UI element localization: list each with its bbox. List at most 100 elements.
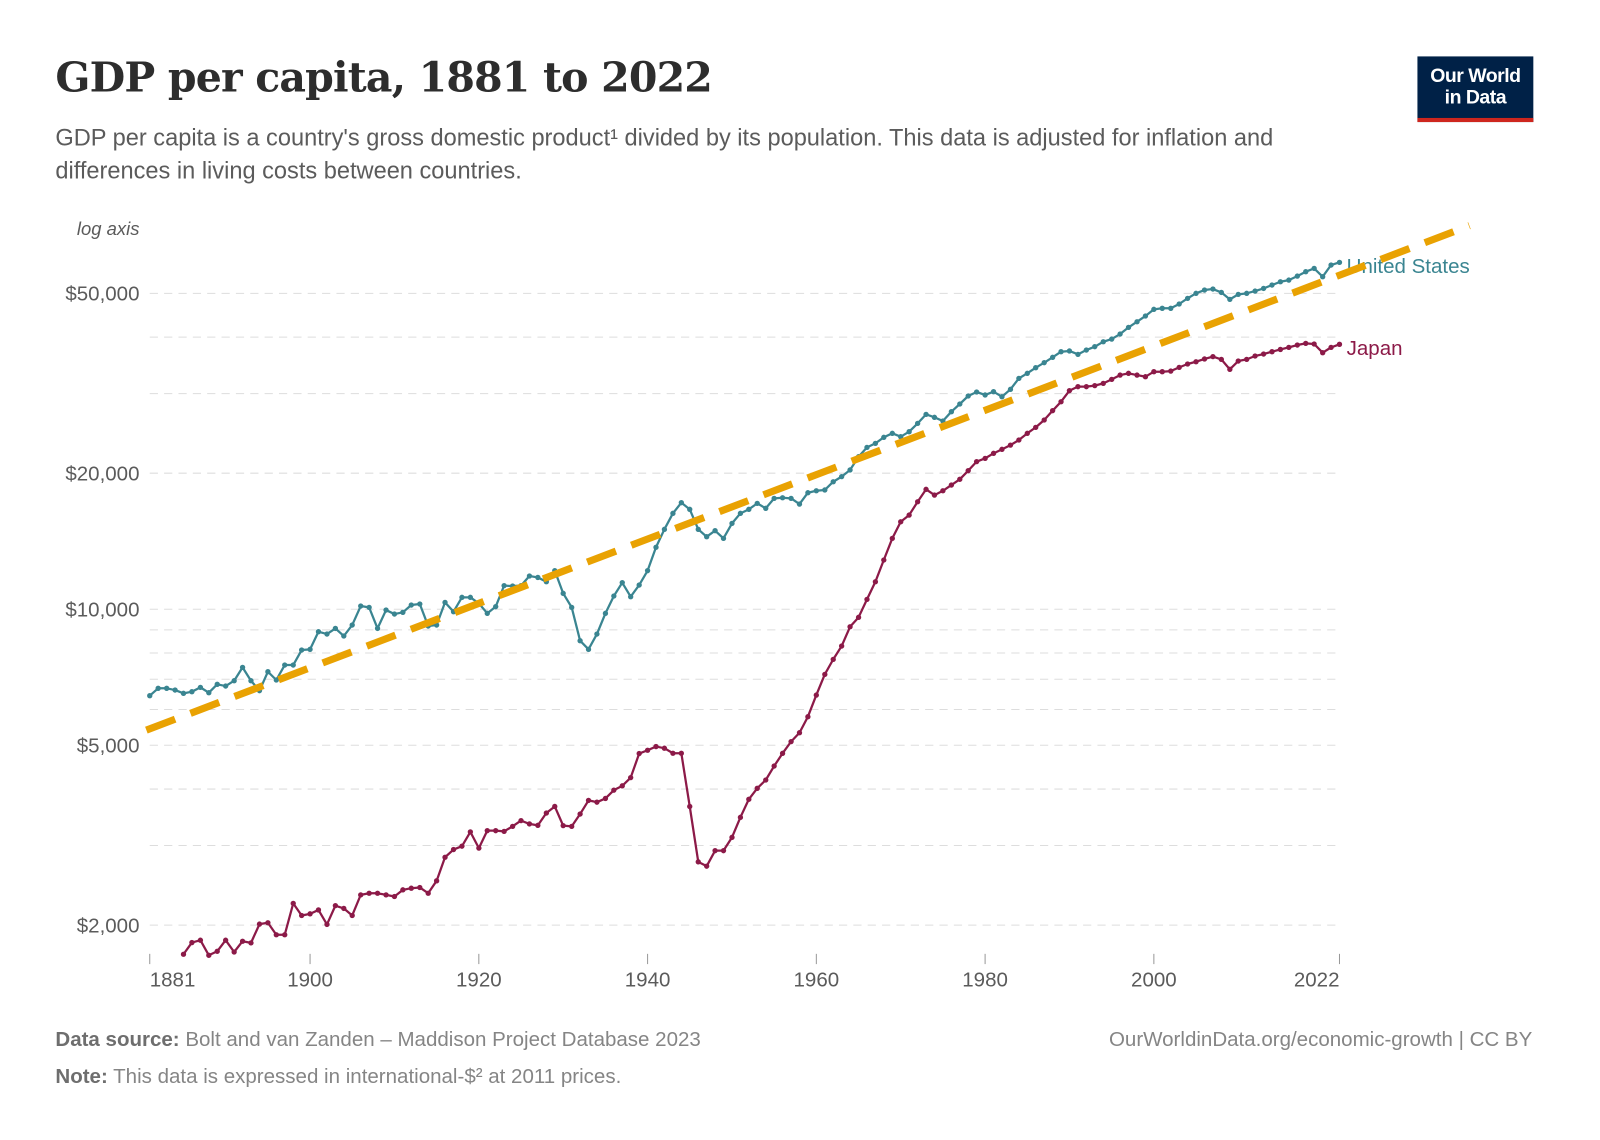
data-point[interactable] (341, 905, 347, 912)
data-point[interactable] (433, 878, 440, 884)
data-point[interactable] (206, 952, 212, 958)
data-point[interactable] (408, 885, 414, 891)
data-point[interactable] (282, 932, 288, 938)
data-point[interactable] (484, 827, 490, 834)
data-point[interactable] (1210, 353, 1216, 360)
data-point[interactable] (349, 912, 355, 919)
data-point[interactable] (1151, 369, 1157, 375)
data-point[interactable] (1016, 437, 1022, 443)
data-point[interactable] (872, 440, 879, 447)
data-point[interactable] (965, 393, 971, 399)
data-point[interactable] (1041, 417, 1047, 423)
data-point[interactable] (611, 593, 617, 599)
data-point[interactable] (973, 389, 980, 395)
data-point[interactable] (965, 467, 971, 474)
data-point[interactable] (737, 510, 744, 516)
data-point[interactable] (1007, 442, 1014, 448)
data-point[interactable] (813, 692, 819, 698)
data-point[interactable] (771, 495, 777, 502)
data-point[interactable] (1117, 372, 1123, 378)
data-point[interactable] (265, 669, 271, 675)
data-point[interactable] (788, 495, 794, 502)
data-point[interactable] (1303, 340, 1309, 347)
data-point[interactable] (1075, 351, 1081, 358)
data-point[interactable] (1151, 306, 1157, 312)
data-point[interactable] (1336, 259, 1343, 266)
data-point[interactable] (619, 783, 625, 789)
data-point[interactable] (315, 629, 322, 635)
data-point[interactable] (307, 911, 313, 917)
data-point[interactable] (1125, 370, 1132, 376)
data-point[interactable] (1193, 359, 1199, 365)
data-point[interactable] (560, 590, 566, 596)
data-point[interactable] (560, 822, 566, 829)
data-point[interactable] (864, 444, 870, 451)
data-point[interactable] (501, 828, 507, 835)
data-point[interactable] (931, 492, 938, 498)
data-point[interactable] (914, 499, 921, 505)
data-point[interactable] (1218, 356, 1224, 363)
data-point[interactable] (822, 487, 828, 493)
data-point[interactable] (898, 434, 904, 440)
data-point[interactable] (1134, 319, 1140, 325)
data-point[interactable] (712, 847, 718, 854)
data-point[interactable] (298, 912, 305, 919)
data-point[interactable] (737, 814, 744, 820)
data-point[interactable] (324, 631, 330, 637)
data-point[interactable] (493, 827, 499, 834)
data-point[interactable] (1125, 324, 1132, 331)
data-point[interactable] (265, 920, 271, 926)
data-point[interactable] (231, 678, 237, 684)
data-point[interactable] (577, 811, 583, 817)
data-point[interactable] (239, 938, 246, 944)
data-point[interactable] (653, 743, 659, 750)
data-point[interactable] (569, 604, 575, 611)
data-point[interactable] (1193, 290, 1199, 296)
data-point[interactable] (366, 890, 372, 896)
data-point[interactable] (1100, 380, 1106, 387)
data-point[interactable] (1260, 351, 1267, 357)
data-point[interactable] (754, 785, 760, 791)
data-point[interactable] (298, 647, 305, 653)
data-point[interactable] (881, 557, 887, 563)
data-point[interactable] (990, 450, 997, 456)
data-point[interactable] (1252, 353, 1258, 359)
data-point[interactable] (754, 500, 760, 507)
data-point[interactable] (695, 526, 701, 532)
series-japan[interactable]: Japan (180, 337, 1403, 958)
data-point[interactable] (526, 821, 533, 827)
data-point[interactable] (1235, 291, 1241, 298)
data-point[interactable] (273, 677, 279, 683)
data-point[interactable] (1075, 383, 1081, 390)
data-point[interactable] (1117, 331, 1123, 337)
data-point[interactable] (627, 594, 634, 600)
data-point[interactable] (1100, 339, 1106, 345)
data-point[interactable] (1286, 277, 1292, 283)
data-point[interactable] (1066, 348, 1073, 354)
data-point[interactable] (838, 643, 845, 649)
data-point[interactable] (442, 599, 448, 606)
data-point[interactable] (687, 803, 693, 810)
data-point[interactable] (619, 579, 625, 586)
data-point[interactable] (923, 411, 929, 418)
data-point[interactable] (585, 797, 592, 804)
data-point[interactable] (822, 671, 828, 678)
data-point[interactable] (1260, 285, 1267, 292)
data-point[interactable] (1109, 376, 1115, 383)
data-point[interactable] (1277, 346, 1284, 353)
data-point[interactable] (746, 796, 752, 802)
data-point[interactable] (763, 777, 769, 783)
data-point[interactable] (1243, 356, 1250, 363)
data-point[interactable] (552, 803, 558, 810)
data-point[interactable] (805, 714, 811, 720)
data-point[interactable] (602, 610, 609, 616)
data-point[interactable] (189, 689, 195, 695)
data-point[interactable] (467, 594, 474, 600)
data-point[interactable] (1176, 364, 1182, 371)
data-point[interactable] (1328, 344, 1334, 351)
data-point[interactable] (450, 846, 457, 853)
data-point[interactable] (1303, 269, 1309, 275)
data-point[interactable] (1235, 358, 1241, 364)
data-point[interactable] (332, 902, 339, 909)
data-point[interactable] (627, 774, 634, 781)
